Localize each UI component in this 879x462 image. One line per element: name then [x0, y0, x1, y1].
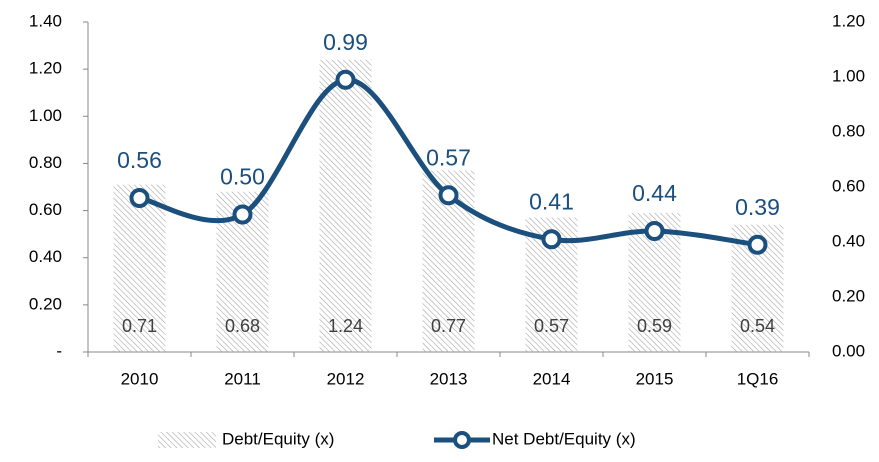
- y-tick-label: -: [56, 341, 62, 360]
- y2-tick-label: 0.40: [832, 231, 865, 250]
- line-value-label: 0.41: [529, 188, 574, 214]
- bar-value-label: 0.68: [225, 316, 260, 336]
- bar-value-label: 0.59: [637, 316, 672, 336]
- x-tick-label: 1Q16: [737, 369, 779, 388]
- y2-tick-label: 0.20: [832, 286, 865, 305]
- point: [541, 229, 562, 250]
- bar-value-label: 0.77: [431, 316, 466, 336]
- y-tick-label: 0.20: [29, 294, 62, 313]
- line-value-label: 0.50: [220, 164, 265, 190]
- y2-tick-label: 0.80: [832, 121, 865, 140]
- line-value-label: 0.44: [632, 180, 677, 206]
- line-value-label: 0.99: [323, 29, 368, 55]
- x-tick-label: 2010: [121, 369, 159, 388]
- x-tick-label: 2015: [636, 369, 674, 388]
- y2-tick-label: 0.00: [832, 341, 865, 360]
- point: [335, 69, 356, 90]
- x-tick-label: 2011: [224, 369, 261, 388]
- line-value-label: 0.39: [735, 194, 780, 220]
- y-tick-label: 1.20: [29, 59, 62, 78]
- y2-tick-label: 1.20: [832, 11, 865, 30]
- y-tick-label: 1.40: [29, 11, 62, 30]
- legend-swatch: [453, 431, 471, 449]
- point: [438, 185, 459, 206]
- y-tick-label: 0.60: [29, 200, 62, 219]
- point: [644, 221, 665, 241]
- x-tick-label: 2012: [327, 369, 365, 388]
- bar-value-label: 0.54: [740, 316, 775, 336]
- legend-swatch: [158, 432, 216, 448]
- y-tick-label: 0.80: [29, 153, 62, 172]
- point: [747, 234, 768, 255]
- bar: [319, 59, 372, 352]
- x-tick-label: 2013: [430, 369, 468, 388]
- line-value-label: 0.56: [117, 147, 162, 173]
- y-tick-label: 0.40: [29, 247, 62, 266]
- line-value-label: 0.57: [426, 144, 471, 170]
- bar-value-label: 1.24: [328, 316, 363, 336]
- point: [232, 204, 253, 225]
- y2-tick-label: 1.00: [832, 66, 865, 85]
- y-tick-label: 1.00: [29, 106, 62, 125]
- bar: [113, 184, 166, 352]
- point: [129, 188, 150, 208]
- x-tick-label: 2014: [533, 369, 571, 388]
- y2-tick-label: 0.60: [832, 176, 865, 195]
- legend-label: Net Debt/Equity (x): [492, 429, 636, 448]
- bar-value-label: 0.57: [534, 316, 569, 336]
- legend-label: Debt/Equity (x): [222, 429, 334, 448]
- bar-value-label: 0.71: [122, 316, 157, 336]
